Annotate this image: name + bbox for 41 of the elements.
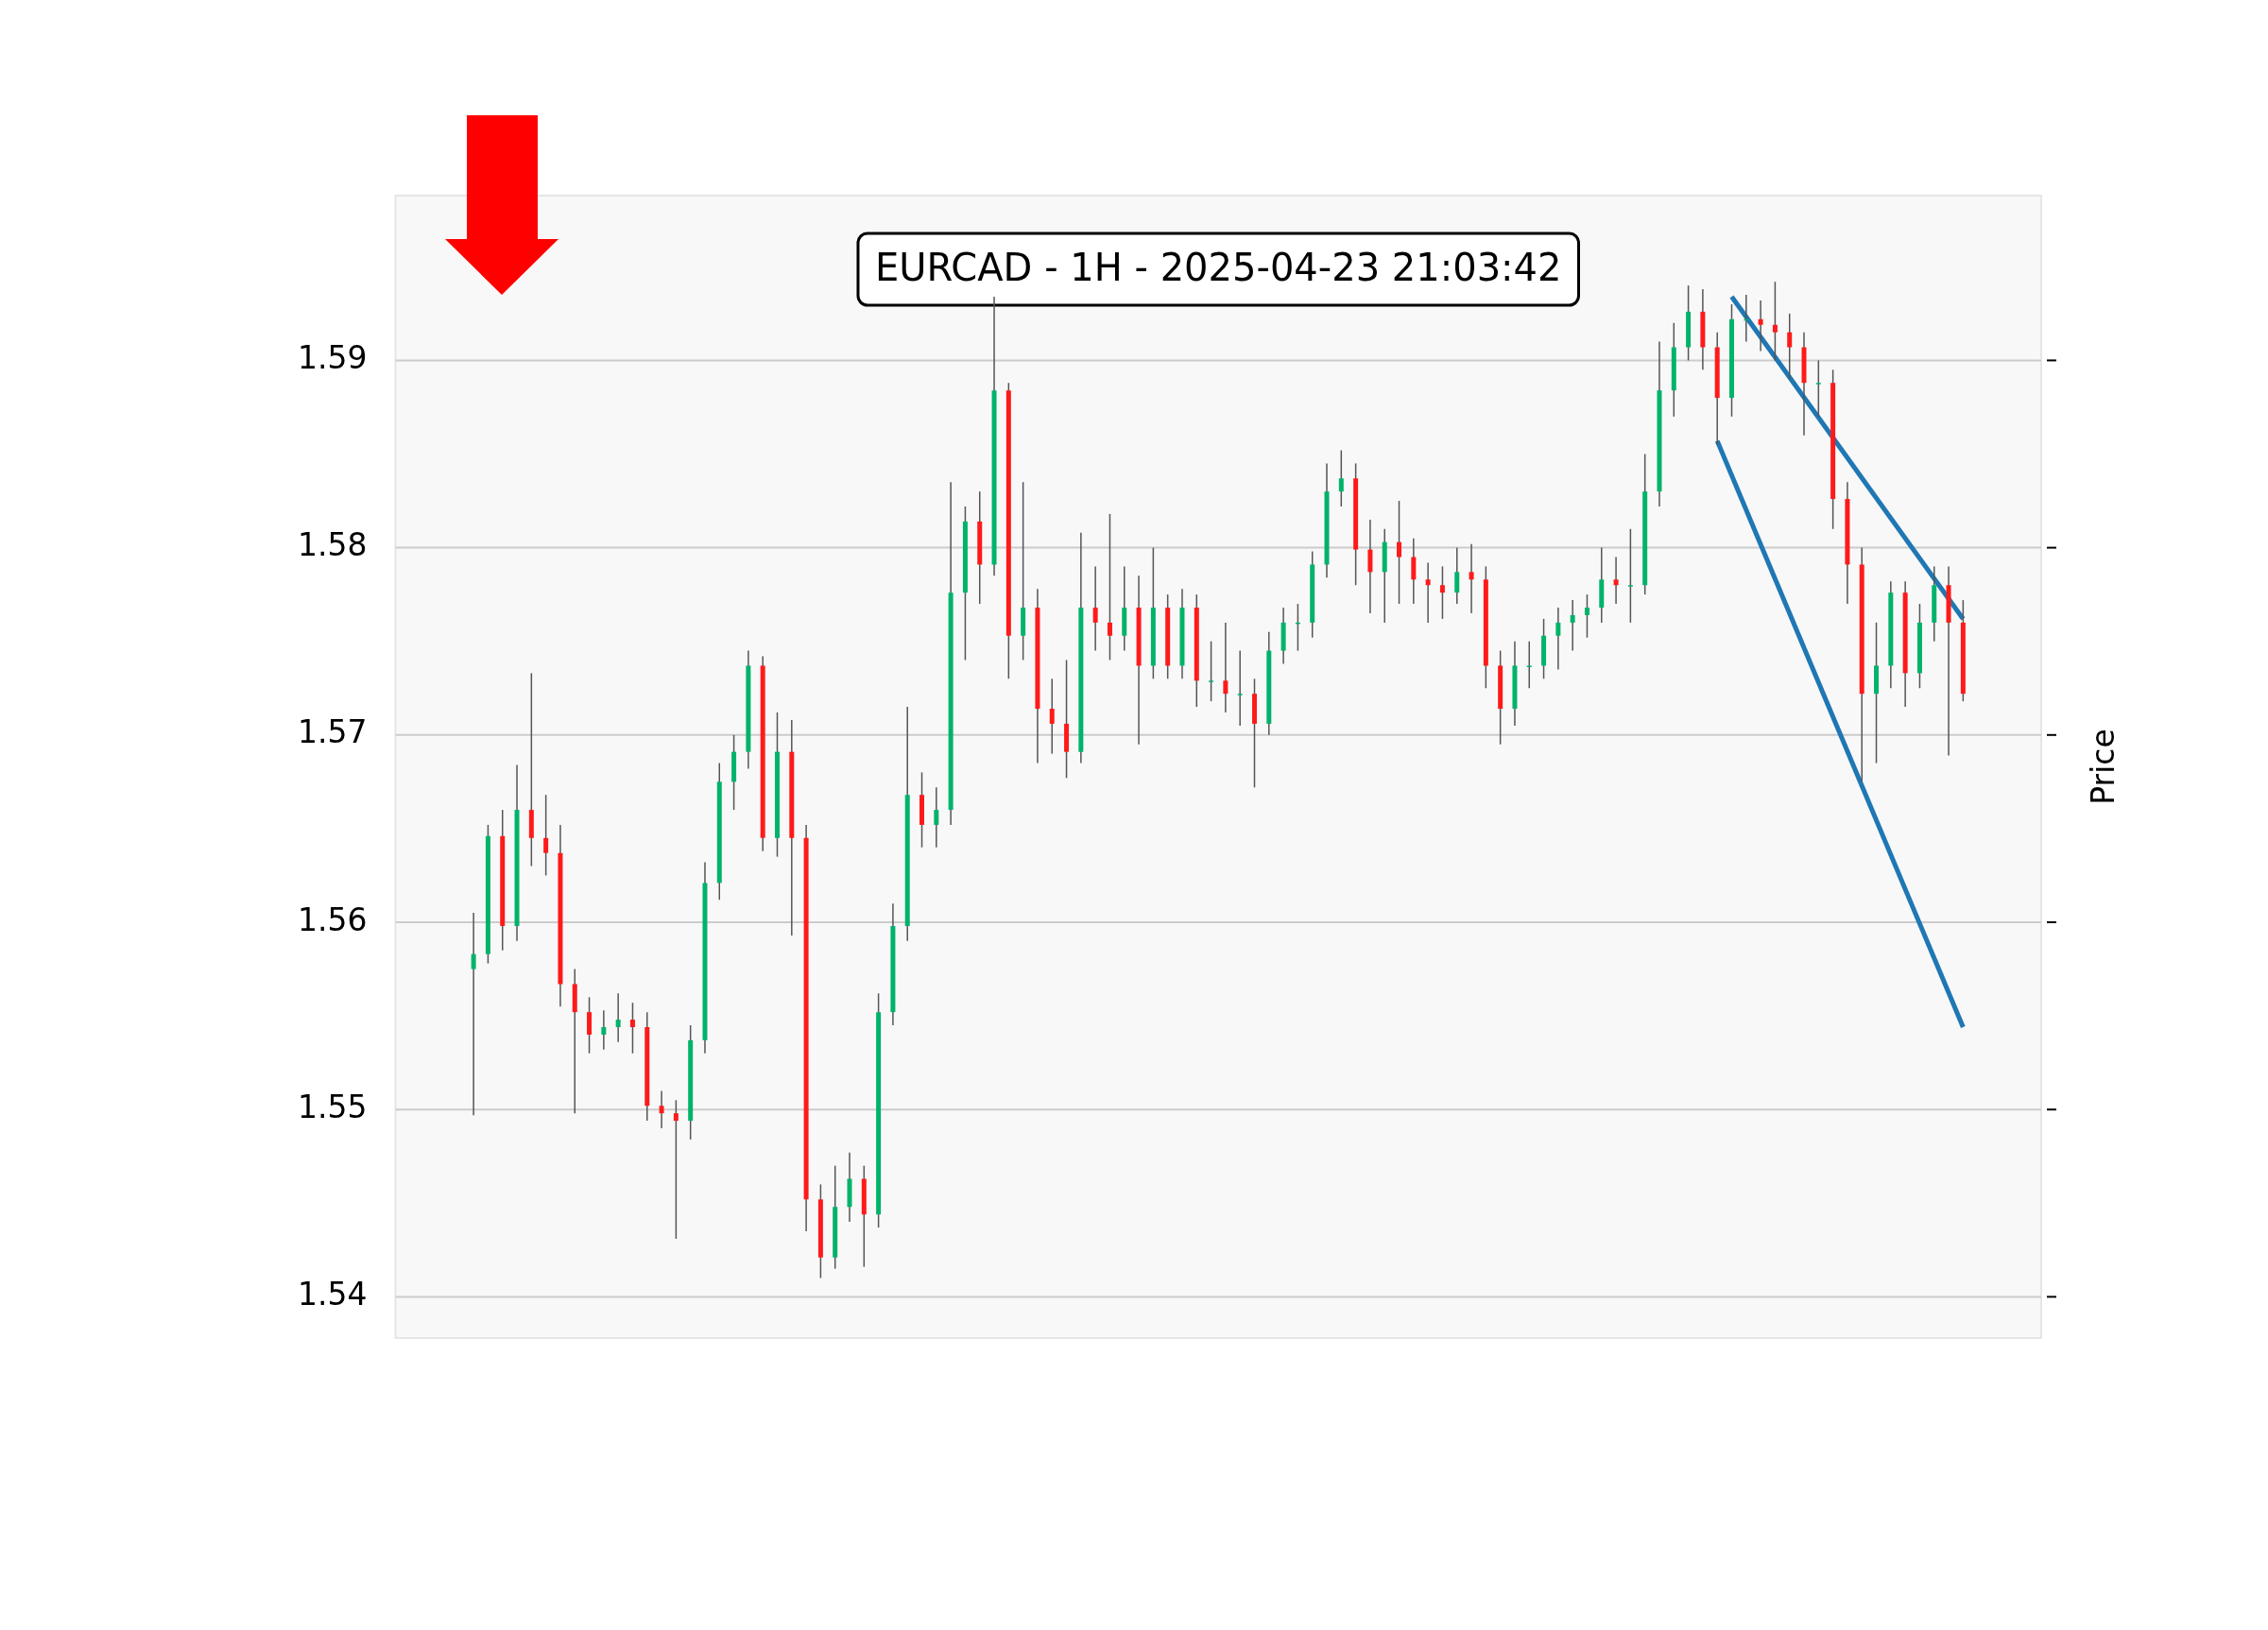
- candlestick: [1570, 599, 1575, 652]
- candlestick: [1411, 537, 1417, 605]
- candlestick: [1469, 542, 1474, 614]
- candlestick: [1584, 593, 1589, 639]
- candlestick: [1454, 546, 1460, 605]
- y-tick-label: 1.54: [297, 1275, 368, 1313]
- candlestick: [1758, 300, 1763, 352]
- candlestick: [934, 786, 939, 849]
- candlestick: [471, 912, 476, 1116]
- candlestick: [1223, 622, 1228, 713]
- candlestick: [1107, 513, 1112, 661]
- candlestick: [1613, 556, 1619, 605]
- candlestick: [1526, 640, 1532, 690]
- candlestick: [1772, 281, 1778, 362]
- candlestick: [1338, 449, 1344, 507]
- candlestick: [1815, 359, 1821, 418]
- candlestick: [1237, 649, 1243, 727]
- candlestick: [1787, 313, 1793, 380]
- candlestick: [1209, 640, 1214, 702]
- y-tick-label: 1.57: [297, 713, 368, 751]
- candlestick: [1049, 678, 1055, 755]
- y-axis-title: Price: [2084, 729, 2122, 805]
- text: EURCAD - 1H - 2025-04-23 21:03:42: [874, 246, 1562, 290]
- y-tick-label: 1.58: [297, 526, 368, 564]
- candlestick: [659, 1090, 664, 1129]
- candlestick: [673, 1099, 679, 1240]
- candlestick: [1439, 565, 1445, 620]
- candlestick: [1555, 607, 1561, 671]
- candlestick: [615, 992, 621, 1043]
- candlestick: [543, 794, 549, 877]
- candlestick: [601, 1009, 607, 1051]
- candlestick: [1367, 519, 1373, 614]
- candlestick: [1397, 500, 1402, 605]
- candlestick: [587, 996, 593, 1055]
- y-tick-label: 1.56: [297, 901, 368, 938]
- candlestick: [1425, 561, 1431, 624]
- candlestick: [1627, 528, 1633, 624]
- y-tick-label: 1.55: [297, 1088, 368, 1125]
- candlestick: [629, 1002, 635, 1055]
- candlestick: [1092, 565, 1098, 652]
- y-tick-label: 1.59: [297, 338, 368, 376]
